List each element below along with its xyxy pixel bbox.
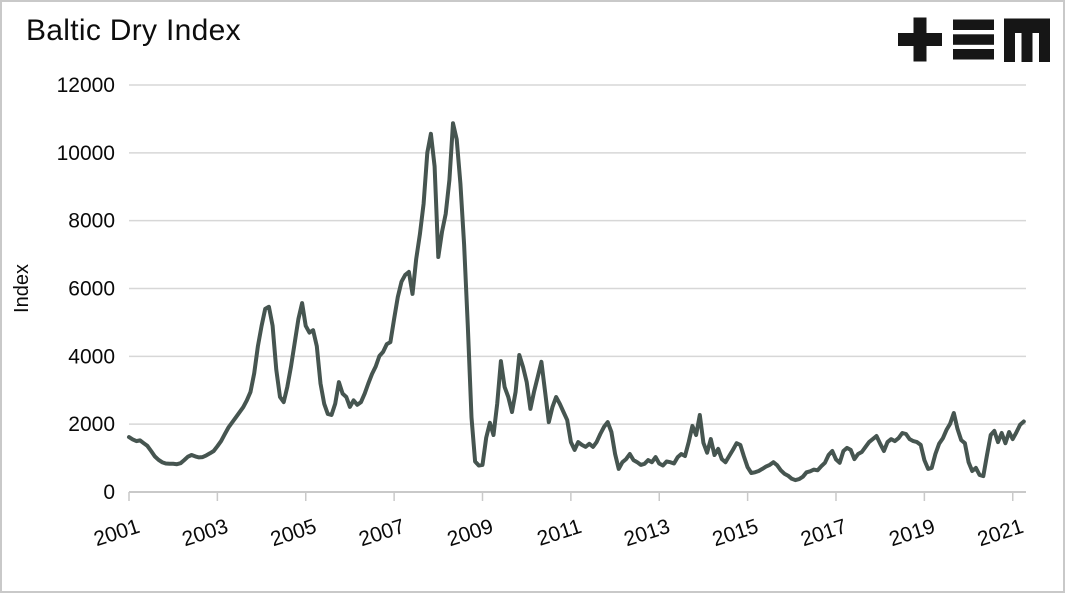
x-tick-label: 2015: [710, 515, 762, 551]
x-tick-label: 2017: [798, 515, 850, 551]
y-tick-label: 2000: [68, 413, 115, 436]
y-tick-label: 12000: [57, 74, 115, 97]
x-tick-label: 2007: [356, 515, 408, 551]
x-tick-label: 2009: [445, 515, 497, 551]
y-tick-label: 6000: [68, 278, 115, 301]
x-tick-label: 2003: [179, 515, 231, 551]
triple-bar-icon: [953, 19, 994, 60]
y-tick-label: 8000: [68, 210, 115, 233]
bdi-line-series: [127, 121, 1026, 483]
x-tick-label: 2011: [534, 515, 584, 551]
y-tick-label: 4000: [68, 345, 115, 368]
x-tick-label: 2001: [91, 515, 143, 551]
x-tick-label: 2019: [886, 515, 938, 551]
y-axis-title: Index: [11, 264, 33, 313]
tem-logo: [898, 17, 1050, 62]
page-title: Baltic Dry Index: [26, 14, 241, 47]
block-m-icon: [1004, 18, 1050, 62]
x-tick-label: 2021: [975, 515, 1027, 551]
y-tick-label: 10000: [57, 142, 115, 165]
y-tick-label: 0: [103, 481, 115, 504]
x-tick-label: 2005: [268, 515, 320, 551]
plus-icon: [898, 17, 942, 62]
x-tick-label: 2013: [621, 515, 673, 551]
